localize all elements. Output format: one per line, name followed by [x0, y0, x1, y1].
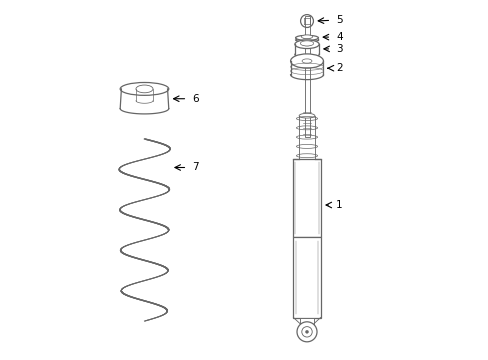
FancyBboxPatch shape — [304, 16, 309, 137]
Text: 2: 2 — [335, 63, 342, 73]
FancyBboxPatch shape — [292, 158, 321, 237]
Text: 6: 6 — [192, 94, 198, 104]
Circle shape — [305, 330, 308, 333]
Ellipse shape — [290, 54, 323, 68]
Ellipse shape — [295, 35, 318, 40]
Ellipse shape — [299, 113, 314, 118]
Ellipse shape — [294, 40, 319, 49]
FancyBboxPatch shape — [293, 237, 320, 318]
Text: 5: 5 — [335, 15, 342, 25]
Ellipse shape — [120, 82, 168, 95]
Ellipse shape — [300, 41, 313, 46]
Circle shape — [296, 322, 316, 342]
Text: 7: 7 — [192, 162, 198, 172]
Text: 3: 3 — [335, 44, 342, 54]
Ellipse shape — [301, 35, 312, 39]
Text: 4: 4 — [335, 32, 342, 42]
FancyBboxPatch shape — [300, 318, 313, 327]
Text: 1: 1 — [335, 200, 342, 210]
